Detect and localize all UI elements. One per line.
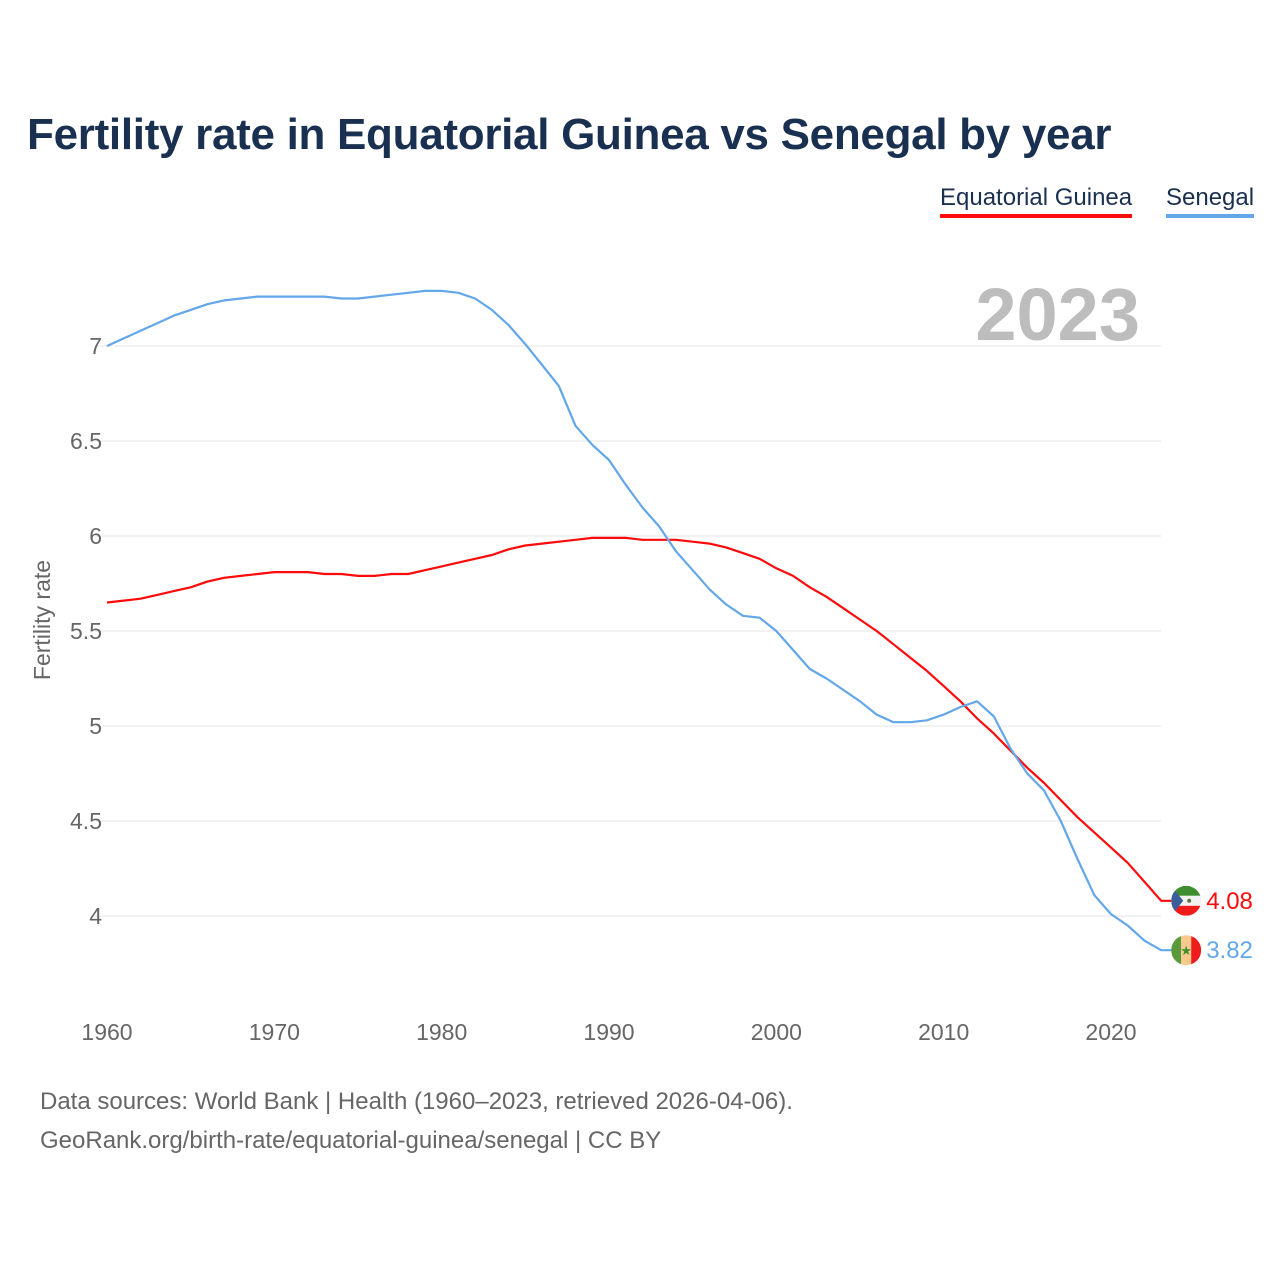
x-tick-label: 1970: [249, 1019, 300, 1045]
attribution-link[interactable]: GeoRank.org/birth-rate/equatorial-guinea…: [40, 1127, 662, 1154]
gridlines: [95, 345, 1161, 917]
end-labels: 4.08 ★ 3.82: [1171, 885, 1253, 966]
x-tick-label: 2010: [918, 1019, 969, 1045]
equatorial-guinea-flag-icon: [1171, 885, 1202, 916]
senegal-flag-icon: ★: [1171, 935, 1202, 966]
x-tick-label: 1960: [81, 1019, 132, 1045]
series-lines: [106, 289, 1174, 952]
series-line-senegal: [106, 289, 1174, 952]
y-axis-ticks: 4 4.5 5 5.5 6 6.5 7: [70, 333, 102, 929]
x-axis-ticks: 1960 1970 1980 1990 2000 2010 2020: [81, 1019, 1136, 1045]
x-tick-label: 1990: [583, 1019, 634, 1045]
x-tick-label: 2000: [751, 1019, 802, 1045]
y-tick-label: 5.5: [70, 618, 102, 644]
y-tick-label: 4.5: [70, 808, 102, 834]
x-tick-label: 1980: [416, 1019, 467, 1045]
chart-title: Fertility rate in Equatorial Guinea vs S…: [27, 110, 1112, 159]
legend-senegal[interactable]: Senegal: [1166, 184, 1255, 218]
y-tick-label: 6.5: [70, 428, 102, 454]
svg-text:★: ★: [1180, 943, 1192, 958]
series-line-equatorial-guinea: [106, 536, 1174, 902]
year-watermark: 2023: [975, 273, 1140, 356]
y-tick-label: 4: [89, 903, 102, 929]
y-axis-label: Fertility rate: [29, 560, 55, 680]
end-value-label: 4.08: [1206, 888, 1253, 915]
y-tick-label: 7: [89, 333, 102, 359]
x-tick-label: 2020: [1085, 1019, 1136, 1045]
data-source-note: Data sources: World Bank | Health (1960–…: [40, 1088, 793, 1115]
end-value-label: 3.82: [1206, 937, 1253, 964]
legend-equatorial-guinea[interactable]: Equatorial Guinea: [940, 184, 1133, 218]
y-tick-label: 5: [89, 713, 102, 739]
y-tick-label: 6: [89, 523, 102, 549]
